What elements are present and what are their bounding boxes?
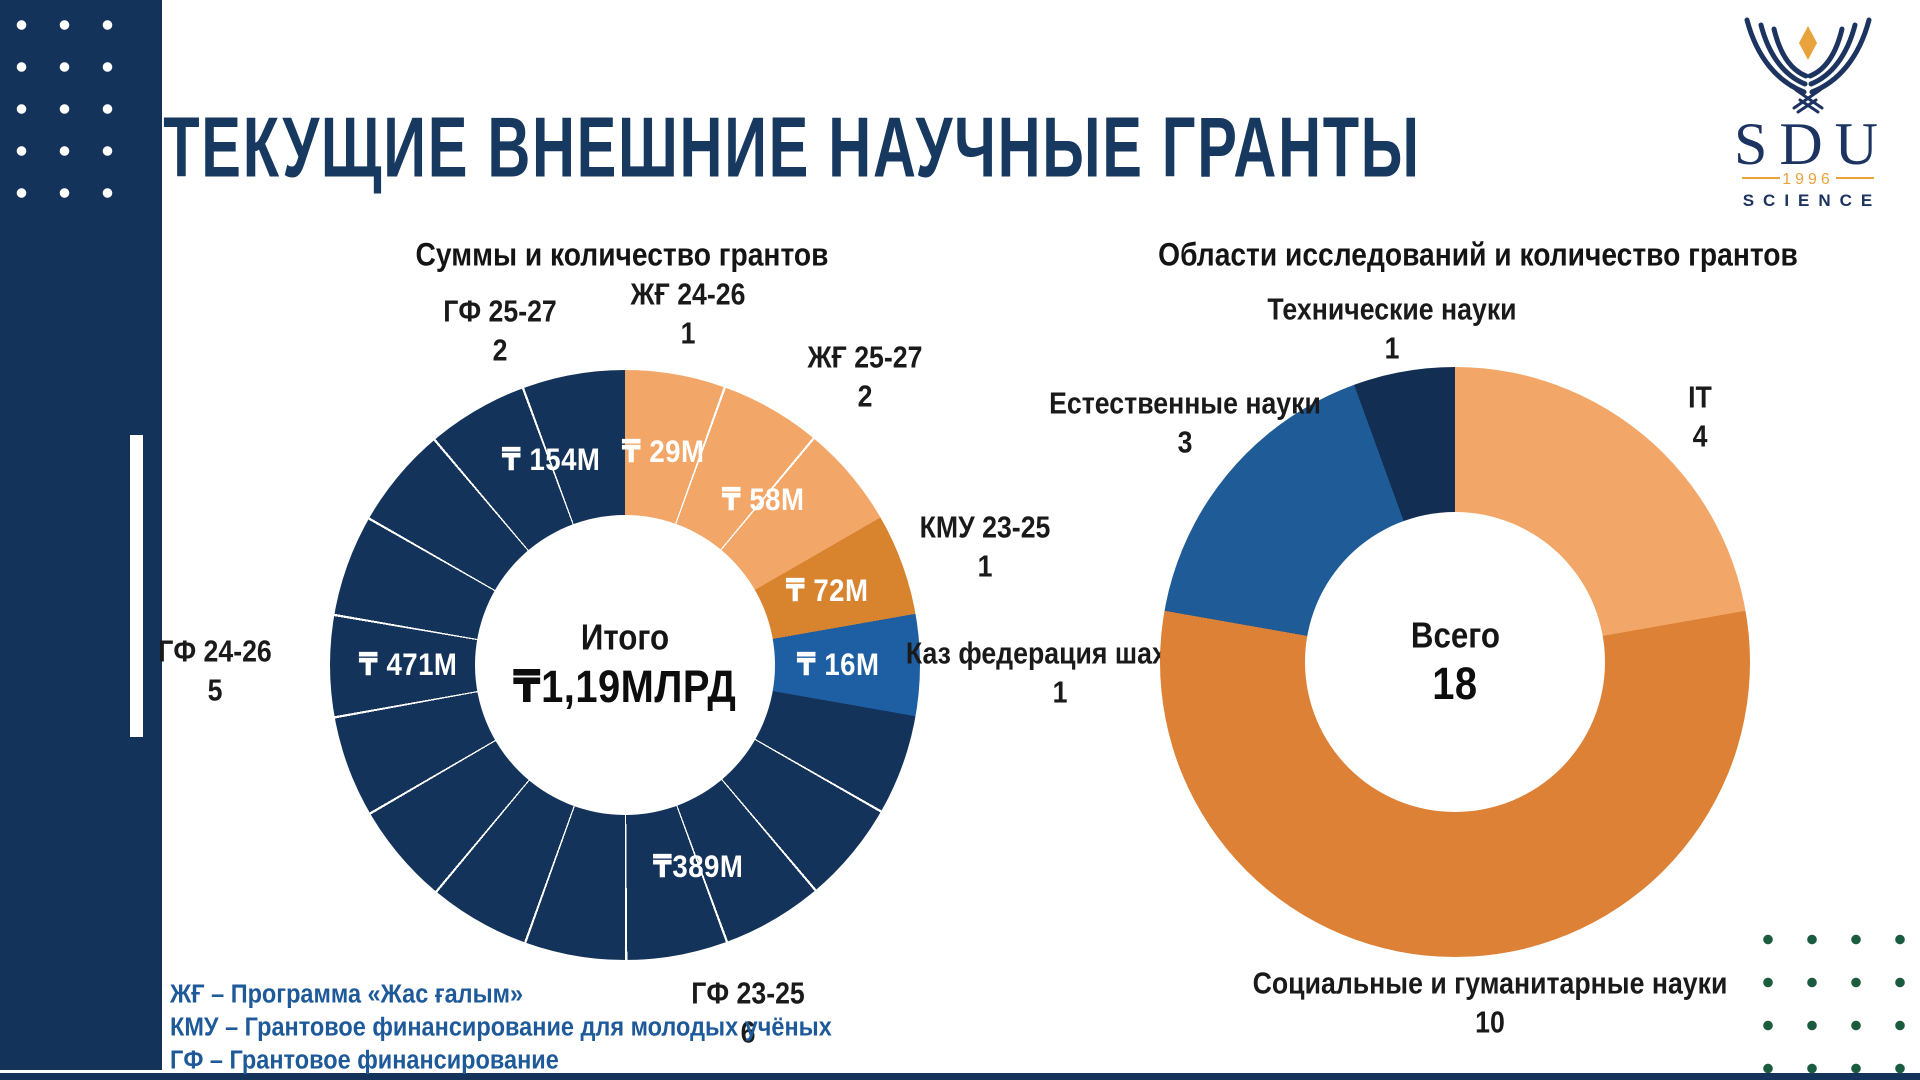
- segment-label-natural-sciences: Естественные науки 3: [1049, 386, 1321, 461]
- segment-label-gf-24-26: ГФ 24-26 5: [158, 634, 272, 709]
- footnotes: ЖҒ – Программа «Жас ғалым» КМУ – Грантов…: [170, 978, 874, 1077]
- segment-value-chess-federation: ₸ 16M: [796, 647, 880, 683]
- logo-emblem-icon: [1744, 17, 1872, 114]
- segment-value-zhf-25-27: ₸ 58M: [721, 482, 805, 518]
- segment-value-gf-23-25: ₸389M: [652, 849, 744, 885]
- sdu-logo: SDU 1996 SCIENCE: [1734, 17, 1890, 210]
- donut-amounts-center: Итого ₸1,19МЛРД: [475, 515, 775, 815]
- donut-center-value: ₸1,19МЛРД: [513, 661, 737, 712]
- chart-title-areas: Области исследований и количество гранто…: [1158, 237, 1798, 274]
- donut-chart-areas: Всего 18: [1160, 367, 1750, 957]
- segment-label-gf-23-25: ГФ 23-25 6: [691, 976, 805, 1051]
- segment-label-gf-25-27: ГФ 25-27 2: [443, 294, 557, 369]
- page-title: ТЕКУЩИЕ ВНЕШНИЕ НАУЧНЫЕ ГРАНТЫ: [163, 99, 1421, 195]
- segment-label-it: IT 4: [1688, 380, 1712, 455]
- segment-value-gf-24-26: ₸ 471M: [358, 647, 458, 683]
- footnote-gf: ГФ – Грантовое финансирование: [170, 1045, 559, 1075]
- segment-label-zhf-24-26: ЖҒ 24-26 1: [630, 277, 746, 352]
- chart-title-amounts: Суммы и количество грантов: [415, 237, 829, 274]
- logo-division: SCIENCE: [1743, 191, 1882, 210]
- sidebar: [0, 0, 162, 1070]
- donut-areas-center: Всего 18: [1305, 512, 1605, 812]
- logo-year: 1996: [1782, 171, 1834, 188]
- sidebar-accent-line: [130, 435, 143, 737]
- sidebar-dots-pattern: [0, 4, 130, 216]
- donut-chart-amounts: Итого ₸1,19МЛРД: [330, 370, 920, 960]
- segment-label-technical-sciences: Технические науки 1: [1267, 292, 1517, 367]
- segment-label-kmu-23-25: КМУ 23-25 1: [919, 510, 1051, 585]
- donut-center-label: Всего: [1410, 615, 1500, 656]
- donut-center-label: Итого: [580, 617, 670, 659]
- segment-label-zhf-25-27: ЖҒ 25-27 2: [807, 340, 923, 415]
- footnote-kmu: КМУ – Грантовое финансирование для молод…: [170, 1012, 832, 1042]
- donut-center-value: 18: [1432, 657, 1478, 709]
- footer-bar: [0, 1073, 1920, 1080]
- segment-value-zhf-24-26: ₸ 29M: [621, 434, 705, 470]
- segment-label-social-humanities: Социальные и гуманитарные науки 10: [1252, 966, 1728, 1041]
- green-dots-pattern: [1746, 918, 1920, 1080]
- logo-wordmark: SDU: [1734, 111, 1890, 177]
- segment-value-kmu-23-25: ₸ 72M: [785, 573, 869, 609]
- footnote-zhf: ЖҒ – Программа «Жас ғалым»: [170, 979, 524, 1009]
- segment-value-gf-25-27: ₸ 154M: [501, 442, 601, 478]
